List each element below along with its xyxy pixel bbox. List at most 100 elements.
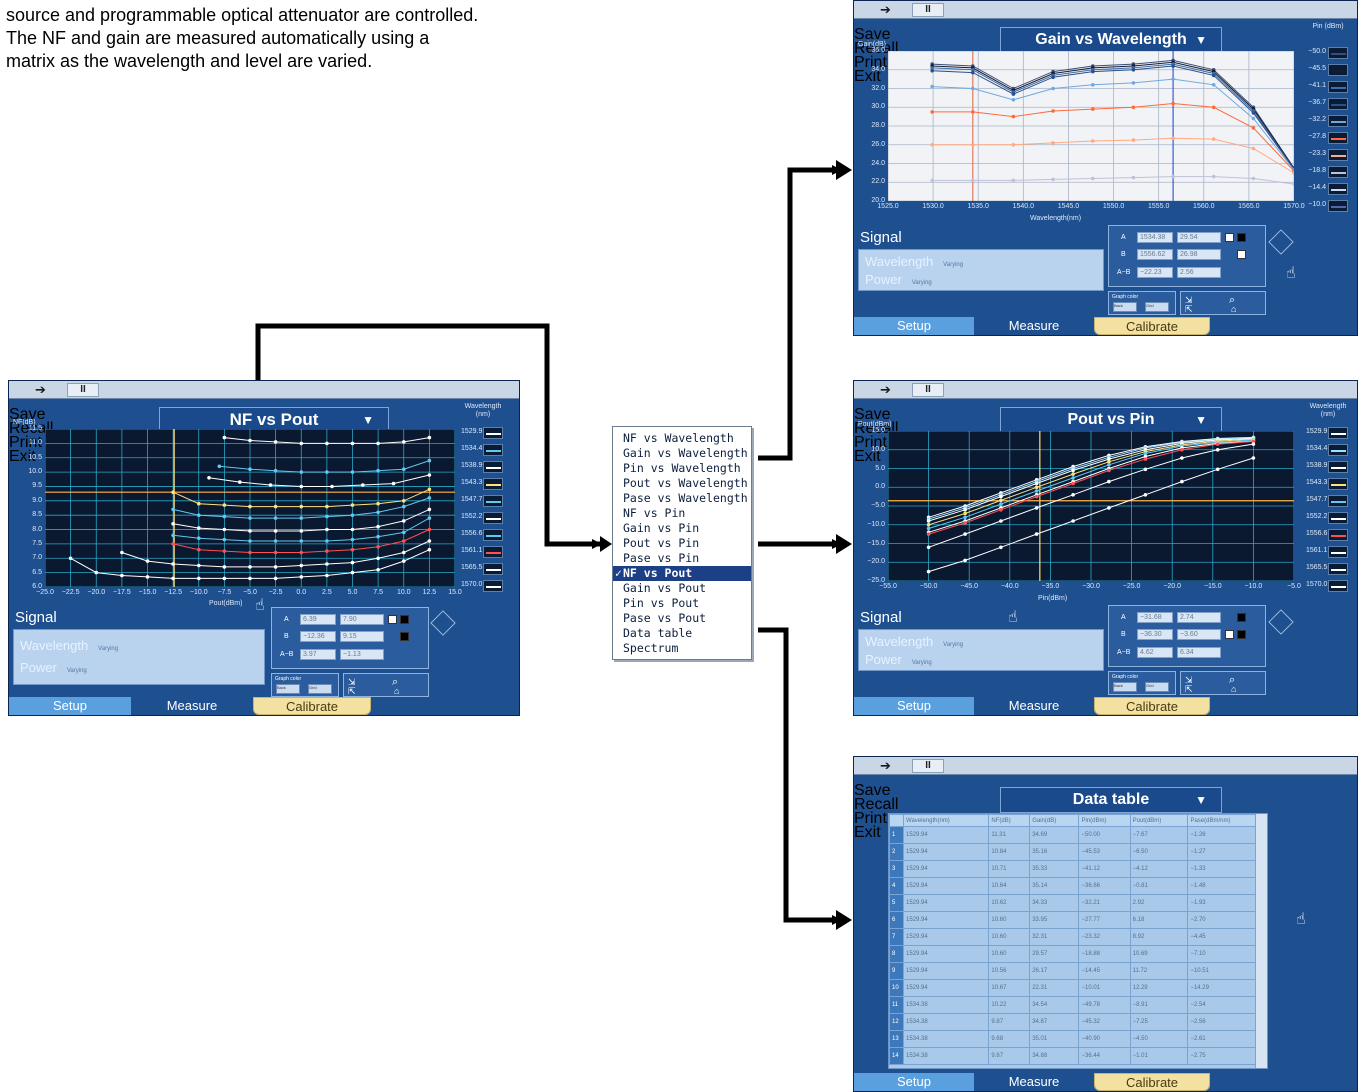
tab-measure[interactable]: Measure — [974, 1073, 1094, 1091]
table-row[interactable]: 5 1529.94 10.62 34.33 −32.21 2.92 −1.93 — [889, 894, 1267, 912]
tab-setup[interactable]: Setup — [9, 697, 131, 715]
plot-area[interactable] — [888, 51, 1294, 201]
tab-measure[interactable]: Measure — [974, 317, 1094, 335]
menu-item[interactable]: Pase vs Wavelength — [613, 491, 751, 506]
menu-item[interactable]: Gain vs Pout — [613, 581, 751, 596]
cursor-a-color[interactable] — [1225, 233, 1234, 242]
pause-button[interactable]: II — [912, 383, 944, 397]
column-header[interactable]: Pout(dBm) — [1129, 814, 1189, 827]
cursor-b-y[interactable]: −3.60 — [1177, 629, 1221, 640]
tab-setup[interactable]: Setup — [854, 1073, 974, 1091]
legend-item[interactable]: −14.4 — [1306, 181, 1350, 198]
legend-item[interactable]: 1538.9 — [461, 459, 505, 476]
column-header[interactable]: NF(dB) — [988, 814, 1031, 827]
pause-button[interactable]: II — [912, 3, 944, 17]
magnify-icon[interactable]: ⌕ — [392, 676, 399, 688]
recall-button[interactable]: Recall — [854, 420, 899, 437]
tab-calibrate[interactable]: Calibrate — [1094, 317, 1210, 335]
legend-item[interactable]: 1547.7 — [1306, 493, 1350, 510]
cursor-a-x[interactable]: −31.68 — [1137, 612, 1173, 623]
column-header[interactable]: Pase(dBm/nm) — [1187, 814, 1267, 827]
legend-item[interactable]: 1534.4 — [461, 442, 505, 459]
graph-type-select[interactable]: Data table ▼ — [1000, 787, 1222, 813]
legend-item[interactable]: −27.8 — [1306, 130, 1350, 147]
cursor-b-color[interactable] — [1225, 630, 1234, 639]
menu-item[interactable]: Pin vs Pout — [613, 596, 751, 611]
menu-item[interactable]: Pase vs Pin — [613, 551, 751, 566]
cursor-a-y[interactable]: 29.54 — [1177, 232, 1221, 243]
back-color-swatch[interactable]: Back — [1113, 682, 1137, 692]
legend-item[interactable]: 1552.2 — [1306, 510, 1350, 527]
legend-item[interactable]: 1570.0 — [461, 578, 505, 595]
tab-calibrate[interactable]: Calibrate — [1094, 697, 1210, 715]
column-header[interactable]: Pin(dBm) — [1078, 814, 1131, 827]
exit-button[interactable]: Exit — [854, 448, 881, 465]
legend-item[interactable]: 1543.3 — [1306, 476, 1350, 493]
plot-area[interactable] — [45, 429, 455, 587]
cursor-b-x[interactable]: −12.36 — [300, 631, 336, 642]
menu-item[interactable]: Data table — [613, 626, 751, 641]
cursor-b-color-2[interactable] — [1237, 630, 1246, 639]
column-header[interactable]: Gain(dB) — [1029, 814, 1080, 827]
graph-type-select[interactable]: Pout vs Pin ▼ — [1000, 407, 1222, 433]
zoom-x-icon[interactable]: ⇲ — [348, 677, 356, 687]
zoom-y-icon[interactable]: ⇱ — [1185, 304, 1193, 314]
cursor-a-y[interactable]: 2.74 — [1177, 612, 1221, 623]
zoom-x-icon[interactable]: ⇲ — [1185, 295, 1193, 305]
home-icon[interactable]: ⌂ — [394, 686, 400, 696]
plot-area[interactable] — [888, 431, 1294, 581]
tab-calibrate[interactable]: Calibrate — [1094, 1073, 1210, 1091]
cursor-b-x[interactable]: 1556.62 — [1137, 249, 1173, 260]
menu-item[interactable]: Pin vs Wavelength — [613, 461, 751, 476]
arrow-icon[interactable]: ➔ — [880, 2, 891, 17]
save-button[interactable]: Save — [9, 406, 46, 423]
legend-item[interactable]: 1556.6 — [461, 527, 505, 544]
table-row[interactable]: 2 1529.94 10.84 35.16 −45.53 −6.50 −1.27 — [889, 843, 1267, 861]
pause-button[interactable]: II — [67, 383, 99, 397]
tab-setup[interactable]: Setup — [854, 697, 974, 715]
save-button[interactable]: Save — [854, 782, 891, 799]
menu-item[interactable]: NF vs Wavelength — [613, 431, 751, 446]
cursor-a-color-2[interactable] — [1237, 233, 1246, 242]
pause-button[interactable]: II — [912, 759, 944, 773]
legend-item[interactable]: 1565.5 — [1306, 561, 1350, 578]
exit-button[interactable]: Exit — [9, 448, 36, 465]
legend-item[interactable]: −36.7 — [1306, 96, 1350, 113]
table-row[interactable]: 1 1529.94 11.31 34.69 −50.00 −7.67 −1.26 — [889, 826, 1267, 844]
table-row[interactable]: 8 1529.94 10.60 29.57 −18.88 10.69 −7.10 — [889, 945, 1267, 963]
home-icon[interactable]: ⌂ — [1231, 304, 1237, 314]
menu-item[interactable]: Gain vs Wavelength — [613, 446, 751, 461]
legend-item[interactable]: 1565.5 — [461, 561, 505, 578]
legend-item[interactable]: 1570.0 — [1306, 578, 1350, 595]
arrow-icon[interactable]: ➔ — [35, 382, 46, 397]
back-color-swatch[interactable]: Back — [1113, 302, 1137, 312]
cursor-b-color[interactable] — [400, 632, 409, 641]
back-color-swatch[interactable]: Back — [276, 684, 300, 694]
legend-item[interactable]: 1556.6 — [1306, 527, 1350, 544]
menu-item[interactable]: Spectrum — [613, 641, 751, 656]
magnify-icon[interactable]: ⌕ — [1229, 294, 1236, 306]
legend-item[interactable]: −41.1 — [1306, 79, 1350, 96]
cursor-move-icon[interactable] — [1268, 229, 1294, 255]
legend-item[interactable]: −23.3 — [1306, 147, 1350, 164]
tab-measure[interactable]: Measure — [974, 697, 1094, 715]
recall-button[interactable]: Recall — [9, 420, 54, 437]
print-button[interactable]: Print — [854, 54, 887, 71]
table-row[interactable]: 10 1529.94 10.67 22.31 −10.01 12.29 −14.29 — [889, 979, 1267, 997]
grid-color-swatch[interactable]: Grid — [308, 684, 332, 694]
exit-button[interactable]: Exit — [854, 68, 881, 85]
column-header[interactable]: Wavelength(nm) — [902, 814, 990, 827]
menu-item[interactable]: Pout vs Pin — [613, 536, 751, 551]
table-row[interactable]: 13 1534.38 9.68 35.01 −40.90 −4.50 −2.61 — [889, 1030, 1267, 1048]
legend-item[interactable]: 1547.7 — [461, 493, 505, 510]
cursor-a-x[interactable]: 1534.38 — [1137, 232, 1173, 243]
zoom-y-icon[interactable]: ⇱ — [1185, 684, 1193, 694]
legend-item[interactable]: 1552.2 — [461, 510, 505, 527]
print-button[interactable]: Print — [854, 810, 887, 827]
menu-item[interactable]: Gain vs Pin — [613, 521, 751, 536]
legend-item[interactable]: −45.5 — [1306, 62, 1350, 79]
legend-item[interactable]: −32.2 — [1306, 113, 1350, 130]
recall-button[interactable]: Recall — [854, 40, 899, 57]
table-row[interactable]: 3 1529.94 10.71 35.33 −41.12 −4.12 −1.33 — [889, 860, 1267, 878]
legend-item[interactable]: −50.0 — [1306, 45, 1350, 62]
